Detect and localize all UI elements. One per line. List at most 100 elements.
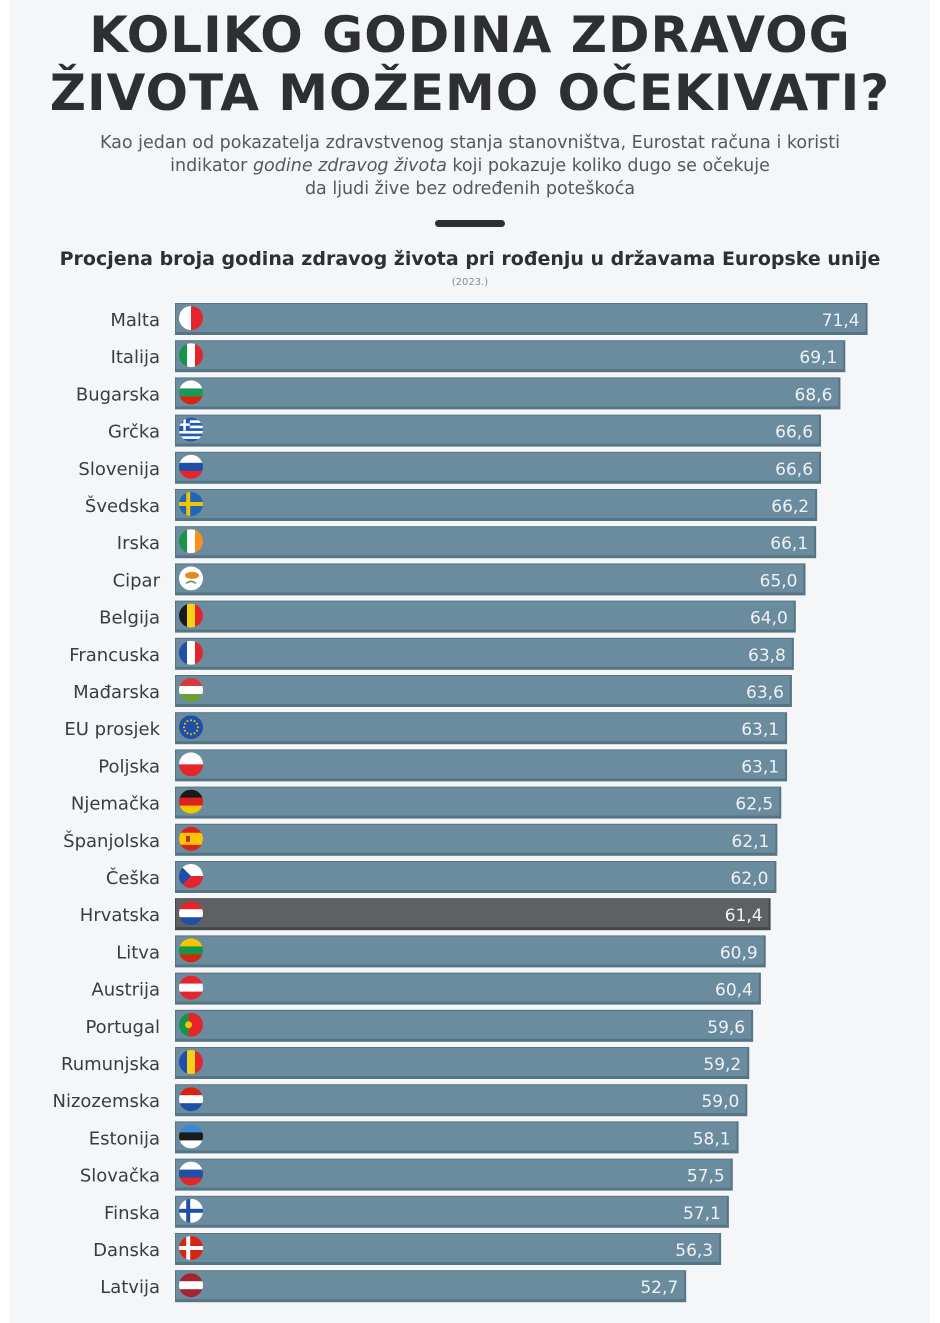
bar (176, 1159, 731, 1188)
bar-row[interactable]: Poljska 63,1 (98, 749, 788, 782)
estonia-flag-icon (179, 1124, 203, 1149)
bar-row[interactable]: Estonija 58,1 (89, 1121, 739, 1154)
bar-row[interactable]: Grčka 66,6 (108, 414, 822, 447)
title-line-2: ŽIVOTA MOŽEMO OČEKIVATI? (49, 64, 891, 122)
finland-flag-icon (179, 1198, 203, 1223)
bar (176, 676, 790, 704)
bar-row[interactable]: Malta 71,4 (110, 303, 868, 335)
bar (176, 750, 786, 779)
bar-category-label: Francuska (69, 645, 160, 666)
divider (435, 220, 505, 227)
bar-category-label: Nizozemska (53, 1091, 161, 1112)
bar (176, 713, 786, 742)
bar (176, 378, 839, 407)
bar-value-label: 62,0 (731, 869, 769, 889)
bar-row[interactable]: EU prosjek 63,1 (64, 712, 788, 745)
bar-value-label: 64,0 (750, 609, 788, 629)
bar-row[interactable]: Finska 57,1 (104, 1195, 729, 1228)
bar-category-label: Švedska (85, 495, 160, 517)
bar (176, 452, 820, 481)
bar-value-label: 57,1 (683, 1204, 721, 1224)
bar-row[interactable]: Cipar 65,0 (113, 563, 806, 596)
bar-category-label: Belgija (99, 608, 160, 629)
france-flag-icon (179, 640, 203, 665)
subtitle-line-2: indikator godine zdravog života koji pok… (20, 155, 920, 178)
chart-title: Procjena broja godina zdravog života pri… (59, 248, 881, 270)
bar-row[interactable]: Bugarska 68,6 (76, 377, 841, 410)
subtitle-indicator-name: godine zdravog života (252, 156, 447, 176)
bar-row[interactable]: Belgija 64,0 (99, 600, 796, 633)
bar-category-label: EU prosjek (64, 719, 160, 740)
bar-category-label: Poljska (98, 756, 160, 777)
subtitle-line-1: Kao jedan od pokazatelja zdravstvenog st… (100, 133, 840, 153)
lithuania-flag-icon (179, 938, 203, 963)
bar-category-label: Rumunjska (61, 1054, 160, 1075)
bar-row[interactable]: Njemačka 62,5 (71, 786, 782, 819)
bar (176, 601, 794, 630)
bar-row[interactable]: Švedska 66,2 (85, 489, 818, 521)
bar (176, 415, 820, 444)
bar-row[interactable]: Litva 60,9 (116, 935, 766, 968)
bar (176, 824, 776, 853)
bar-value-label: 58,1 (693, 1129, 731, 1149)
bar-row[interactable]: Italija 69,1 (111, 340, 846, 373)
subtitle-line-2-post: koji pokazuje koliko dugo se očekuje (446, 156, 770, 176)
bar-row[interactable]: Slovenija 66,6 (78, 451, 822, 484)
bar-value-label: 68,6 (795, 385, 833, 405)
bar-category-label: Slovenija (78, 459, 160, 480)
bar-row[interactable]: Irska 66,1 (117, 526, 817, 559)
bar-row[interactable]: Latvija 52,7 (100, 1270, 687, 1303)
bar (176, 1085, 746, 1114)
bar-row[interactable]: Mađarska 63,6 (73, 675, 792, 707)
bar-category-label: Grčka (108, 422, 160, 443)
page-title: KOLIKO GODINA ZDRAVOG ŽIVOTA MOŽEMO OČEK… (0, 6, 940, 122)
bar-category-label: Slovačka (80, 1166, 160, 1187)
bar-row[interactable]: Češka 62,0 (106, 861, 777, 893)
subtitle-line-3: da ljudi žive bez određenih poteškoća (304, 179, 636, 199)
bar-category-label: Estonija (89, 1128, 160, 1149)
bar (176, 638, 792, 667)
bar (176, 1234, 720, 1262)
bar-row[interactable]: Nizozemska 59,0 (53, 1084, 748, 1117)
chart-year: (2023.) (451, 277, 489, 288)
bar (176, 490, 816, 518)
bar-highlight (176, 899, 769, 928)
bar-category-label: Finska (104, 1203, 160, 1224)
bar-category-label: Češka (106, 867, 160, 889)
bar-value-label: 63,1 (741, 720, 779, 740)
bar (176, 304, 866, 332)
malta-flag-icon (179, 306, 203, 330)
bar-row[interactable]: Portugal 59,6 (85, 1009, 754, 1042)
bar-category-label: Malta (110, 310, 160, 331)
bar-category-label: Italija (111, 347, 160, 368)
bar-row[interactable]: Rumunjska 59,2 (61, 1047, 750, 1079)
bar-value-label: 56,3 (675, 1241, 713, 1261)
bar (176, 564, 804, 593)
bar-row[interactable]: Slovačka 57,5 (80, 1158, 733, 1191)
bar-row[interactable]: Francuska 63,8 (69, 637, 794, 670)
bar (176, 1271, 685, 1300)
hungary-flag-icon (179, 678, 203, 702)
bar-category-label: Hrvatska (80, 905, 160, 926)
bar-category-label: Irska (117, 533, 160, 554)
bar-row[interactable]: Austrija 60,4 (91, 972, 761, 1005)
bar-category-label: Španjolska (63, 830, 160, 852)
bar-category-label: Njemačka (71, 794, 160, 815)
slovenia-flag-icon (179, 454, 203, 479)
bar-value-label: 60,4 (715, 981, 753, 1001)
bar-row[interactable]: Danska 56,3 (93, 1233, 722, 1265)
bar-category-label: Austrija (91, 980, 160, 1001)
bar-value-label: 69,1 (799, 348, 837, 368)
bar-category-label: Mađarska (73, 682, 160, 703)
bar-row[interactable]: Hrvatska 61,4 (80, 898, 771, 931)
poland-flag-icon (179, 752, 203, 777)
bar (176, 1010, 752, 1039)
bar-category-label: Danska (93, 1240, 160, 1261)
bar-value-label: 66,1 (770, 534, 808, 554)
eu-flag-icon (179, 715, 203, 740)
bar (176, 341, 844, 370)
slovakia-flag-icon (179, 1161, 203, 1186)
sweden-flag-icon (179, 492, 203, 516)
bar-row[interactable]: Španjolska 62,1 (63, 823, 778, 856)
